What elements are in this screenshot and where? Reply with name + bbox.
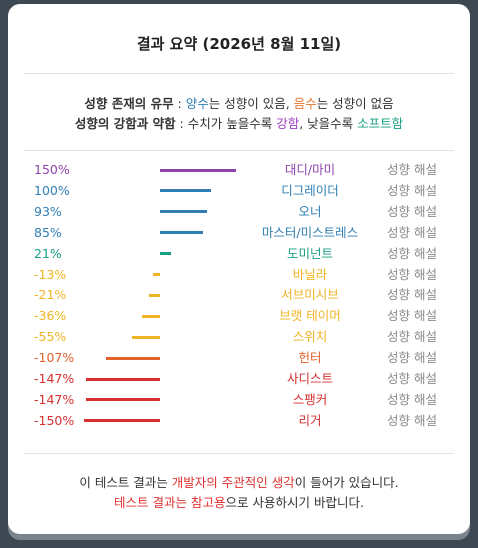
category-label: 헌터 xyxy=(298,350,322,366)
bar xyxy=(141,314,160,318)
legend-text: 음수 xyxy=(293,96,317,111)
category-label: 리거 xyxy=(298,412,322,428)
category-label: 스위치 xyxy=(292,329,328,345)
value-label: -13% xyxy=(34,266,67,282)
bar xyxy=(105,356,160,360)
legend-text: 는 성향이 있음, xyxy=(208,96,294,111)
value-label: -107% xyxy=(34,350,75,366)
legend-text: 양수 xyxy=(185,96,209,111)
detail-link[interactable]: 성향 해설 xyxy=(387,162,437,177)
bar xyxy=(85,398,160,402)
category-label: 대디/마미 xyxy=(284,162,336,177)
title: 결과 요약 (2026년 8월 11일) xyxy=(136,35,342,53)
legend-text: 소프트함 xyxy=(357,116,404,131)
value-label: -147% xyxy=(34,391,75,407)
value-label: 93% xyxy=(34,203,62,219)
result-card: 결과 요약 (2026년 8월 11일) 성향 존재의 유무 : 양수는 성향이… xyxy=(8,4,470,534)
bar xyxy=(160,231,204,235)
bar xyxy=(85,377,160,381)
category-label: 사디스트 xyxy=(286,371,333,386)
detail-link[interactable]: 성향 해설 xyxy=(387,371,437,386)
detail-link[interactable]: 성향 해설 xyxy=(387,329,437,345)
detail-link[interactable]: 성향 해설 xyxy=(387,224,437,240)
bar xyxy=(160,252,171,256)
category-label: 서브미시브 xyxy=(281,287,339,303)
detail-link[interactable]: 성향 해설 xyxy=(387,203,437,219)
category-label: 도미넌트 xyxy=(286,245,333,261)
detail-link[interactable]: 성향 해설 xyxy=(387,412,437,428)
value-label: -150% xyxy=(34,412,75,428)
divider xyxy=(24,73,454,74)
detail-link[interactable]: 성향 해설 xyxy=(387,391,437,407)
detail-link[interactable]: 성향 해설 xyxy=(387,266,437,282)
legend-text: , 낮을수록 xyxy=(299,116,358,131)
detail-link[interactable]: 성향 해설 xyxy=(387,287,437,303)
value-label: -147% xyxy=(34,371,75,386)
category-label: 오너 xyxy=(298,203,322,219)
value-label: 21% xyxy=(34,245,62,261)
detail-link[interactable]: 성향 해설 xyxy=(387,308,437,324)
legend-text: 는 성향이 없음 xyxy=(316,96,394,111)
legend-line: 성향 존재의 유무 : 양수는 성향이 있음, 음수는 성향이 없음 xyxy=(8,93,470,112)
value-label: 150% xyxy=(34,162,70,177)
legend-line: 성향의 강함과 약함 : 수치가 높을수록 강함, 낮을수록 소프트함 xyxy=(8,113,470,132)
footer-text: 테스트 결과는 xyxy=(114,495,191,510)
category-label: 브랫 테이머 xyxy=(279,308,341,324)
footer-line: 테스트 결과는 참고용으로 사용하시기 바랍니다. xyxy=(8,492,470,511)
legend-text: : 수치가 높을수록 xyxy=(175,116,277,131)
bar xyxy=(132,335,160,339)
footer-line: 이 테스트 결과는 개발자의 주관적인 생각이 들어가 있습니다. xyxy=(8,472,470,491)
bar xyxy=(84,419,160,423)
detail-link[interactable]: 성향 해설 xyxy=(387,245,437,261)
bar xyxy=(149,293,160,297)
value-label: -36% xyxy=(34,308,67,324)
legend-text: : xyxy=(173,96,186,111)
legend-text: 성향의 강함과 약함 xyxy=(74,116,176,131)
bar xyxy=(160,210,208,214)
value-label: -21% xyxy=(34,287,67,303)
value-label: 100% xyxy=(34,182,70,198)
footer-text: 이 테스트 결과는 xyxy=(79,475,172,490)
footer-text: 참고용 xyxy=(191,495,226,510)
bar xyxy=(160,168,236,172)
category-label: 스팽커 xyxy=(292,391,328,407)
detail-link[interactable]: 성향 해설 xyxy=(387,182,437,198)
bar xyxy=(160,189,211,193)
detail-link[interactable]: 성향 해설 xyxy=(387,350,437,366)
divider xyxy=(24,150,454,151)
footer-text: 으로 사용하시기 바랍니다. xyxy=(225,495,364,510)
category-label: 바닐라 xyxy=(292,266,328,282)
footer-text: 개발자의 주관적인 생각 xyxy=(171,475,295,490)
divider xyxy=(24,453,454,454)
legend-text: 강함 xyxy=(276,116,300,131)
category-label: 디그레이더 xyxy=(281,182,339,198)
legend-text: 성향 존재의 유무 xyxy=(84,96,174,111)
bar xyxy=(153,273,160,276)
category-label: 마스터/미스트레스 xyxy=(261,224,359,240)
value-label: -55% xyxy=(34,329,67,345)
footer-text: 이 들어가 있습니다. xyxy=(294,475,399,490)
value-label: 85% xyxy=(34,224,62,240)
